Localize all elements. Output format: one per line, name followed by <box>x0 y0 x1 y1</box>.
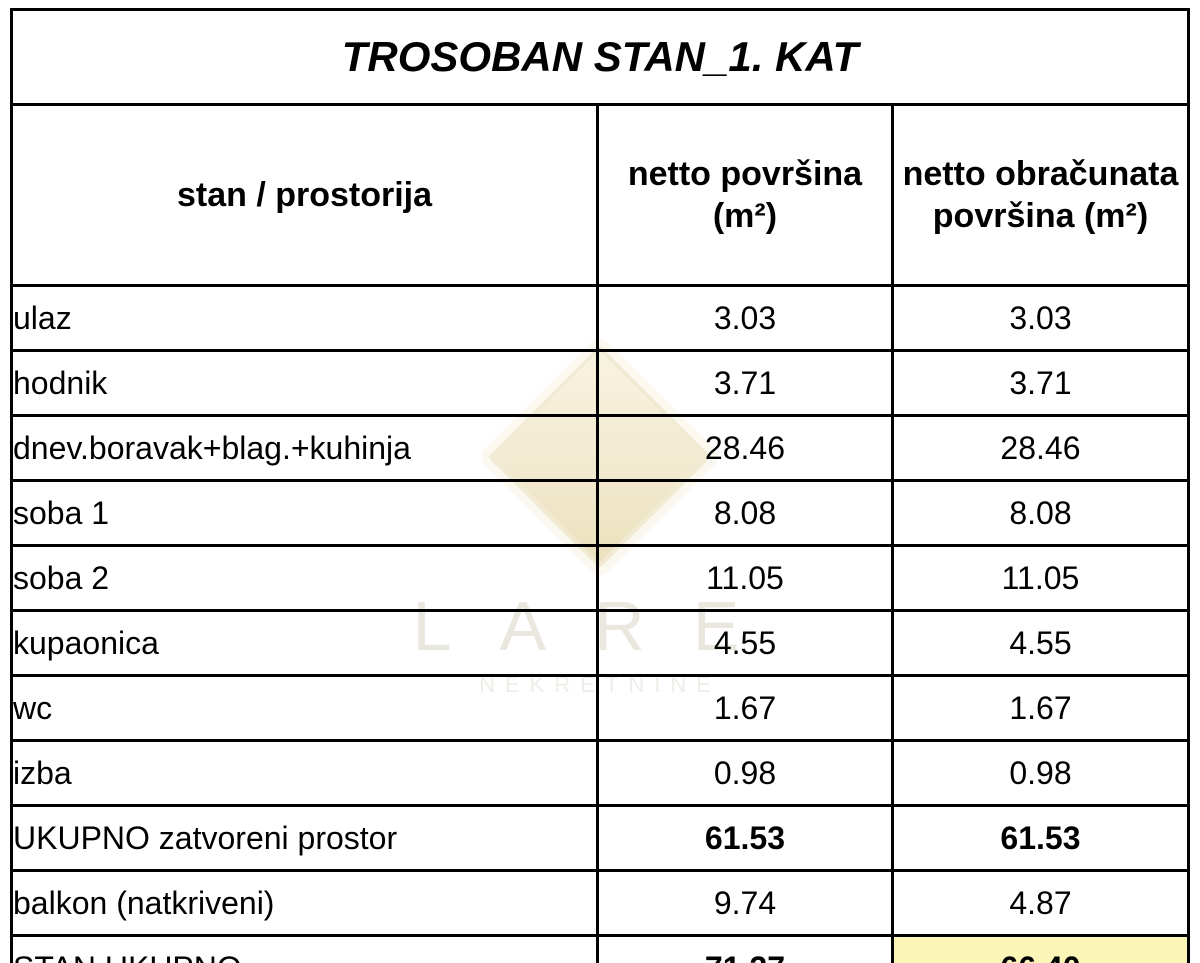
table-row: wc 1.67 1.67 <box>12 676 1189 741</box>
table-body: ulaz 3.03 3.03 hodnik 3.71 3.71 dnev.bor… <box>12 286 1189 963</box>
cell-calc: 0.98 <box>892 741 1188 806</box>
cell-room: ulaz <box>12 286 598 351</box>
cell-calc-highlight: 66.40 <box>892 936 1188 963</box>
cell-calc: 4.55 <box>892 611 1188 676</box>
cell-calc: 61.53 <box>892 806 1188 871</box>
table-row: izba 0.98 0.98 <box>12 741 1189 806</box>
area-table: TROSOBAN STAN_1. KAT stan / prostorija n… <box>10 8 1190 963</box>
cell-room: dnev.boravak+blag.+kuhinja <box>12 416 598 481</box>
cell-net: 11.05 <box>598 546 893 611</box>
table-row: ulaz 3.03 3.03 <box>12 286 1189 351</box>
table-row: kupaonica 4.55 4.55 <box>12 611 1189 676</box>
column-header-calc: netto obračunata površina (m²) <box>892 105 1188 286</box>
cell-room: wc <box>12 676 598 741</box>
cell-calc: 11.05 <box>892 546 1188 611</box>
cell-net: 3.03 <box>598 286 893 351</box>
cell-net: 71.27 <box>598 936 893 963</box>
column-header-room: stan / prostorija <box>12 105 598 286</box>
table-title: TROSOBAN STAN_1. KAT <box>12 10 1189 105</box>
cell-calc: 28.46 <box>892 416 1188 481</box>
cell-room: balkon (natkriveni) <box>12 871 598 936</box>
cell-net: 61.53 <box>598 806 893 871</box>
table-row: soba 1 8.08 8.08 <box>12 481 1189 546</box>
column-header-net: netto površina (m²) <box>598 105 893 286</box>
cell-net: 0.98 <box>598 741 893 806</box>
cell-net: 1.67 <box>598 676 893 741</box>
cell-net: 3.71 <box>598 351 893 416</box>
cell-calc: 3.03 <box>892 286 1188 351</box>
cell-room: hodnik <box>12 351 598 416</box>
cell-net: 4.55 <box>598 611 893 676</box>
cell-room: soba 1 <box>12 481 598 546</box>
cell-room: izba <box>12 741 598 806</box>
cell-calc: 3.71 <box>892 351 1188 416</box>
cell-net: 28.46 <box>598 416 893 481</box>
table-row-subtotal: UKUPNO zatvoreni prostor 61.53 61.53 <box>12 806 1189 871</box>
table-row: soba 2 11.05 11.05 <box>12 546 1189 611</box>
cell-room: soba 2 <box>12 546 598 611</box>
cell-calc: 4.87 <box>892 871 1188 936</box>
table-row: dnev.boravak+blag.+kuhinja 28.46 28.46 <box>12 416 1189 481</box>
cell-room: kupaonica <box>12 611 598 676</box>
table-row: balkon (natkriveni) 9.74 4.87 <box>12 871 1189 936</box>
cell-net: 8.08 <box>598 481 893 546</box>
cell-calc: 1.67 <box>892 676 1188 741</box>
cell-room: STAN UKUPNO <box>12 936 598 963</box>
table-row: hodnik 3.71 3.71 <box>12 351 1189 416</box>
cell-calc: 8.08 <box>892 481 1188 546</box>
cell-net: 9.74 <box>598 871 893 936</box>
table-row-total: STAN UKUPNO 71.27 66.40 <box>12 936 1189 963</box>
cell-room: UKUPNO zatvoreni prostor <box>12 806 598 871</box>
